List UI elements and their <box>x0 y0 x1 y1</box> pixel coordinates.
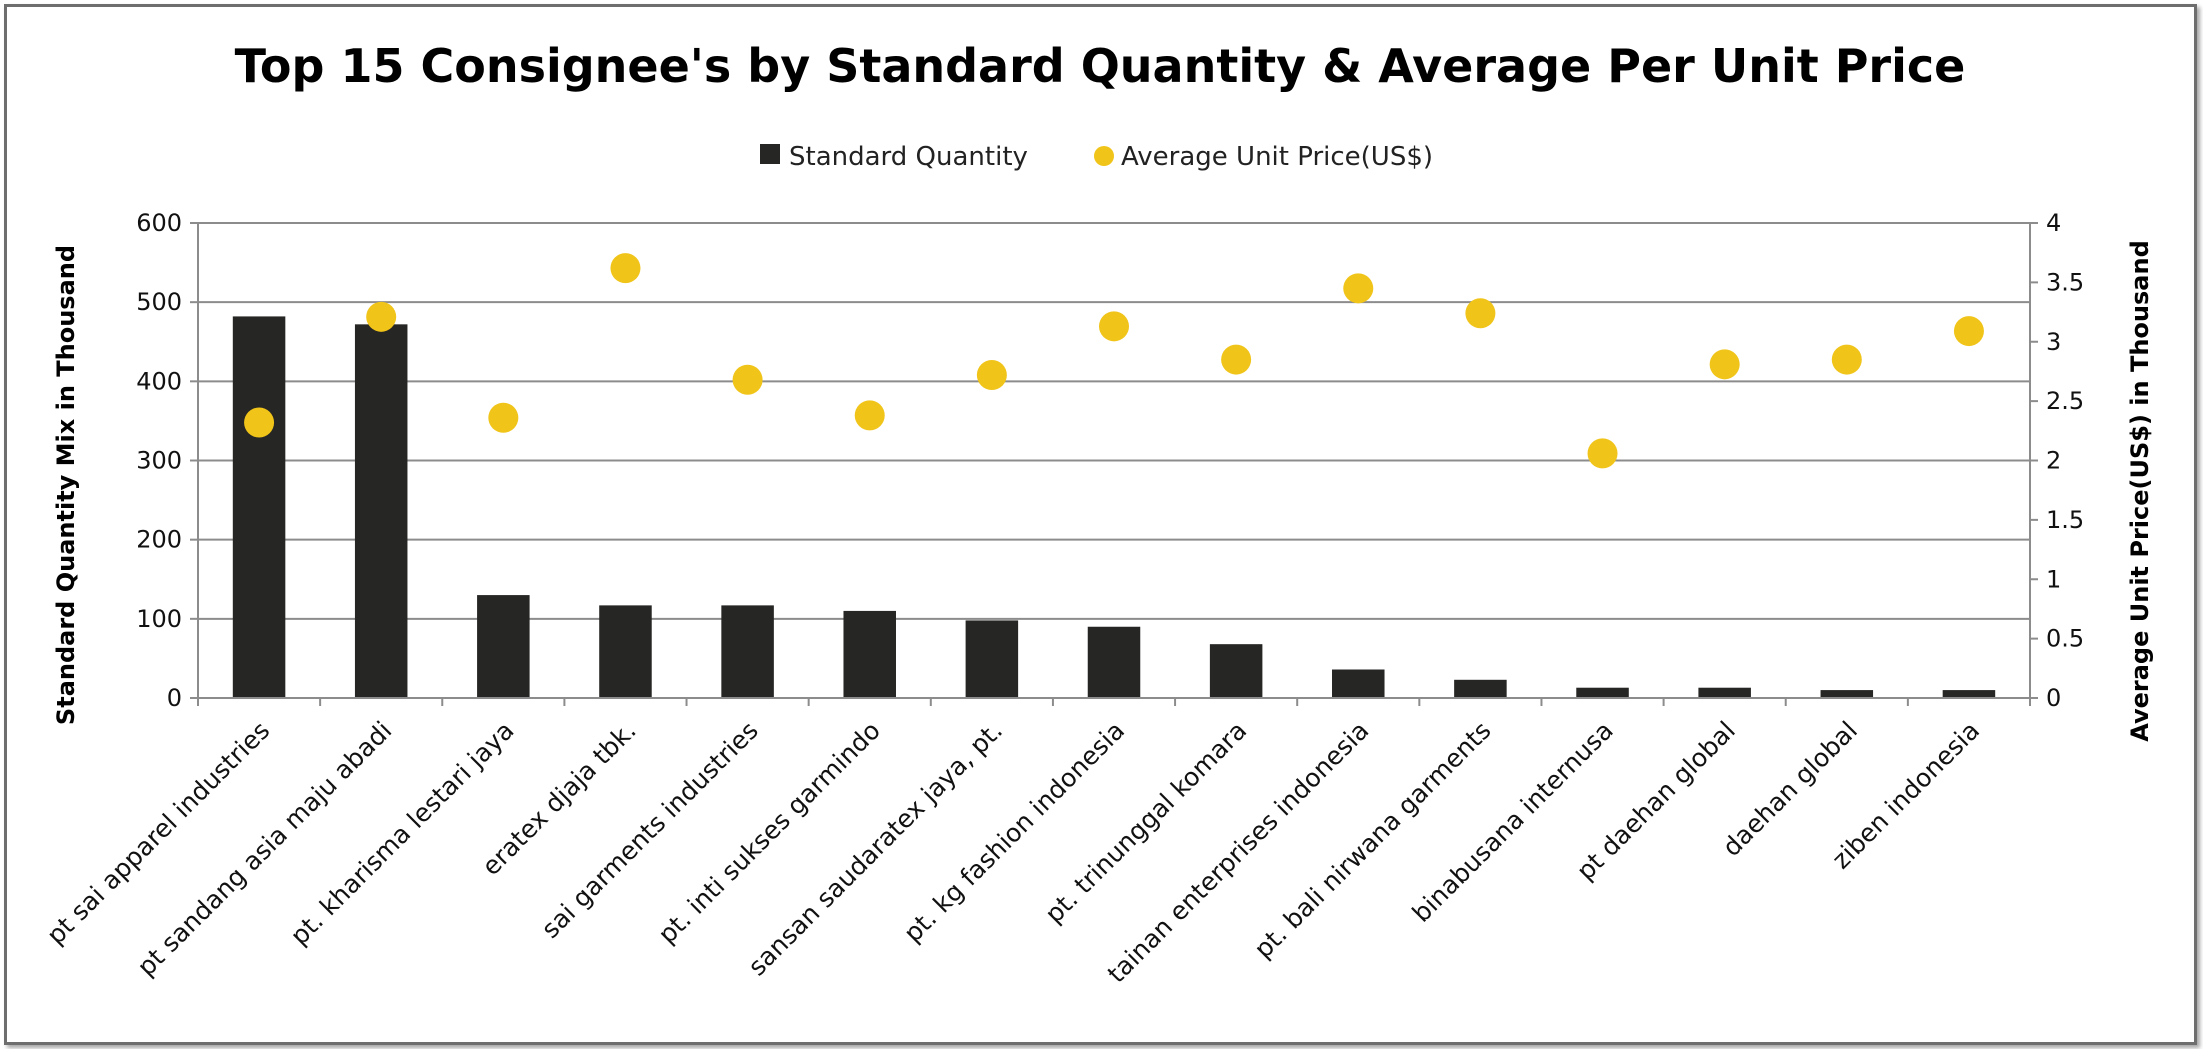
right-tick-label: 3 <box>2046 328 2061 356</box>
bar <box>1454 679 1507 698</box>
category-label: pt sai apparel industries <box>41 716 275 950</box>
category-label: pt sandang asia maju abadi <box>132 716 398 982</box>
bar <box>965 620 1019 698</box>
category-label: pt. kg fashion indonesia <box>898 716 1130 948</box>
axes <box>197 223 2031 706</box>
right-tick-label: 4 <box>2046 209 2061 237</box>
right-tick-label: 3.5 <box>2046 268 2084 296</box>
bar <box>354 324 408 698</box>
bar <box>1209 644 1263 698</box>
right-tick-label: 0 <box>2046 684 2061 712</box>
right-tick-label: 0.5 <box>2046 625 2084 653</box>
price-point <box>1465 298 1496 329</box>
left-tick-label: 600 <box>136 209 182 237</box>
left-axis-tick-labels: 0 100 200 300 400 500 600 <box>136 209 182 712</box>
bar-series <box>232 316 1996 698</box>
price-point <box>488 402 519 433</box>
price-point <box>732 364 763 395</box>
right-tick-label: 2.5 <box>2046 387 2084 415</box>
price-point <box>1343 273 1374 304</box>
category-label: binabusana internusa <box>1407 716 1619 928</box>
right-axis-title: Average Unit Price(US$) in Thousand <box>2126 240 2154 741</box>
category-label: pt. inti sukses garmindo <box>653 716 886 949</box>
legend-swatch-average-unit-price <box>1094 146 1114 166</box>
right-axis-tick-labels: 0 0.5 1 1.5 2 2.5 3 3.5 4 <box>2046 209 2084 712</box>
bar <box>599 605 652 698</box>
price-point <box>244 407 275 438</box>
bar <box>1576 687 1629 698</box>
bar <box>232 316 286 698</box>
category-label: pt. trinunggal komara <box>1039 716 1252 929</box>
bar <box>1698 687 1751 698</box>
legend-label-standard-quantity: Standard Quantity <box>789 142 1028 172</box>
chart-title: Top 15 Consignee's by Standard Quantity … <box>235 39 1966 93</box>
legend-swatch-standard-quantity <box>760 144 780 164</box>
price-point <box>1831 344 1862 375</box>
left-tick-label: 500 <box>136 288 182 316</box>
left-tick-label: 300 <box>136 447 182 475</box>
category-label: tainan enterprises indonesia <box>1102 716 1375 989</box>
bar <box>1332 669 1385 698</box>
legend: Standard Quantity Average Unit Price(US$… <box>760 142 1433 172</box>
bar <box>1820 690 1874 698</box>
category-label: sansan saudaratex jaya, pt. <box>742 716 1008 982</box>
left-tick-label: 100 <box>136 605 182 633</box>
right-tick-label: 1.5 <box>2046 506 2084 534</box>
price-point <box>1221 344 1252 375</box>
price-point <box>854 400 885 431</box>
category-label: sai garments industries <box>536 716 764 944</box>
bar <box>477 595 530 698</box>
scatter-series <box>244 253 1984 469</box>
right-tick-label: 1 <box>2046 565 2061 593</box>
price-point <box>1953 316 1984 347</box>
bar <box>721 605 774 698</box>
left-axis-title: Standard Quantity Mix in Thousand <box>52 245 80 725</box>
bar <box>843 610 896 698</box>
legend-label-average-unit-price: Average Unit Price(US$) <box>1121 142 1433 172</box>
category-label: pt. kharisma lestari jaya <box>285 716 520 951</box>
left-tick-label: 200 <box>136 526 182 554</box>
bar <box>1942 690 1996 698</box>
price-point <box>976 360 1007 390</box>
left-tick-label: 0 <box>167 684 182 712</box>
left-tick-label: 400 <box>136 367 182 395</box>
price-point <box>610 253 641 284</box>
bar <box>1087 626 1141 698</box>
category-label: pt. bali nirwana garments <box>1248 716 1496 964</box>
price-point <box>366 301 397 332</box>
price-point <box>1709 349 1740 380</box>
price-point <box>1587 438 1618 469</box>
right-tick-label: 2 <box>2046 447 2061 475</box>
price-point <box>1099 311 1129 342</box>
